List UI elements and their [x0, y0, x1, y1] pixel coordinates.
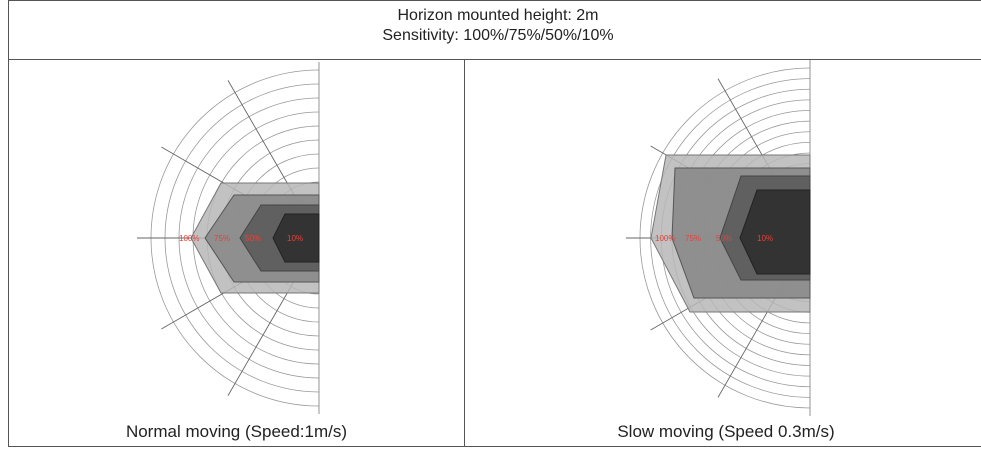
- zone-10-polygon-group: [272, 213, 320, 263]
- header-title: Horizon mounted height: 2m: [397, 7, 599, 24]
- panel-normal-moving: 100% 75% 50% 10% Normal moving (Speed:1m…: [9, 60, 465, 446]
- sensitivity-labels: 100% 75% 50% 10%: [179, 234, 303, 243]
- header-subtitle: Sensitivity: 100%/75%/50%/10%: [382, 27, 614, 44]
- label-75: 75%: [685, 234, 701, 243]
- caption-slow-moving: Slow moving (Speed 0.3m/s): [617, 422, 835, 441]
- caption-normal-moving: Normal moving (Speed:1m/s): [125, 422, 348, 441]
- zone-10-polygon-group: [739, 189, 811, 275]
- label-100: 100%: [655, 234, 675, 243]
- sensitivity-labels: 100% 75% 50% 10%: [655, 234, 773, 243]
- label-100: 100%: [179, 234, 199, 243]
- panel-slow-moving: 100% 75% 50% 10% Slow moving (Speed 0.3m…: [465, 60, 981, 446]
- label-50: 50%: [716, 234, 732, 243]
- zone-10-polygon: [739, 189, 811, 275]
- label-10: 10%: [757, 234, 773, 243]
- label-75: 75%: [214, 234, 230, 243]
- label-50: 50%: [245, 234, 261, 243]
- detection-diagram-slow: 100% 75% 50% 10%: [626, 60, 811, 416]
- label-10: 10%: [287, 234, 303, 243]
- detection-diagram-normal: 100% 75% 50% 10%: [137, 62, 320, 414]
- zone-10-polygon: [272, 213, 320, 263]
- table-header: Horizon mounted height: 2m Sensitivity: …: [9, 1, 981, 60]
- comparison-table: Horizon mounted height: 2m Sensitivity: …: [8, 0, 981, 447]
